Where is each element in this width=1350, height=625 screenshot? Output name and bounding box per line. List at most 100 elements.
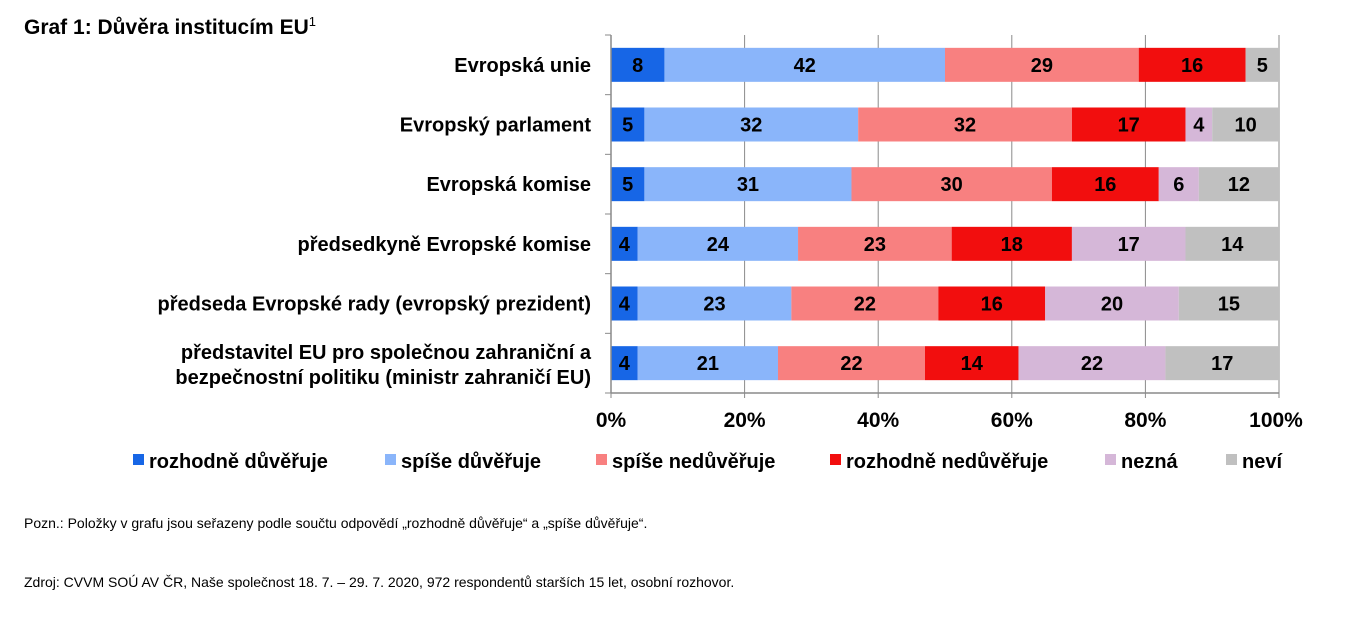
x-tick-label: 60%: [991, 409, 1033, 432]
data-label: 8: [632, 55, 643, 77]
data-label: 24: [707, 234, 730, 256]
data-label: 17: [1118, 115, 1140, 137]
bar-segment: [1178, 286, 1279, 321]
category-label: předseda Evropské rady (evropský prezide…: [158, 294, 592, 316]
legend-swatch: [1105, 454, 1116, 465]
bar-segment: [611, 286, 638, 321]
bar-segment: [951, 226, 1072, 261]
data-label: 4: [619, 234, 631, 256]
data-label: 18: [1001, 234, 1023, 256]
bar-segment: [611, 346, 638, 381]
bar-segment: [1158, 167, 1199, 202]
bar-segment: [611, 226, 638, 261]
bar-segment: [644, 167, 852, 202]
bar-segment: [945, 47, 1139, 82]
data-label: 12: [1228, 174, 1250, 196]
data-label: 14: [961, 353, 984, 375]
data-label: 5: [622, 174, 633, 196]
legend-label: rozhodně nedůvěřuje: [846, 451, 1048, 473]
x-tick-label: 20%: [724, 409, 766, 432]
data-label: 4: [619, 294, 631, 316]
legend-swatch: [133, 454, 144, 465]
bar-segment: [1245, 47, 1279, 82]
data-label: 22: [840, 353, 862, 375]
legend-label: rozhodně důvěřuje: [149, 451, 328, 473]
bar-segment: [1198, 167, 1279, 202]
chart-title-text: Graf 1: Důvěra institucím EU: [24, 16, 309, 39]
bar-segment: [791, 286, 939, 321]
category-label: Evropský parlament: [400, 115, 592, 137]
legend-label: spíše nedůvěřuje: [612, 451, 775, 473]
bar-segment: [1185, 107, 1213, 142]
legend-swatch: [1226, 454, 1237, 465]
chart-title: Graf 1: Důvěra institucím EU1: [24, 14, 316, 40]
data-label: 15: [1218, 294, 1240, 316]
legend-label: neví: [1242, 451, 1283, 473]
chart-title-footnote: 1: [308, 14, 316, 29]
bar-segment: [851, 167, 1052, 202]
chart-source: Zdroj: CVVM SOÚ AV ČR, Naše společnost 1…: [24, 574, 735, 590]
bar-segment: [664, 47, 945, 82]
bar-segment: [637, 286, 792, 321]
stacked-bar-chart: 8 42 29 16 5 Evropská unie 5 32 32 17 4 10 Evropský …: [133, 34, 1303, 473]
x-tick-label: 0%: [596, 409, 627, 432]
bar-segment: [1185, 226, 1279, 261]
data-label: 5: [622, 115, 633, 137]
bar-segment: [1212, 107, 1279, 142]
data-label: 17: [1211, 353, 1233, 375]
category-label: předsedkyně Evropské komise: [298, 234, 591, 256]
bar-segment: [1071, 107, 1186, 142]
data-label: 31: [737, 174, 759, 196]
legend-label: nezná: [1121, 451, 1179, 473]
bar-segment: [798, 226, 952, 261]
bar-segment: [938, 286, 1046, 321]
bar-segment: [1018, 346, 1166, 381]
bar-segment: [637, 346, 778, 381]
data-label: 32: [954, 115, 976, 137]
data-label: 6: [1173, 174, 1184, 196]
data-label: 29: [1031, 55, 1053, 77]
data-label: 4: [1193, 115, 1205, 137]
x-tick-label: 40%: [857, 409, 899, 432]
data-label: 14: [1221, 234, 1244, 256]
data-label: 22: [854, 294, 876, 316]
data-label: 30: [941, 174, 963, 196]
legend-swatch: [830, 454, 841, 465]
bar-segment: [611, 107, 645, 142]
bar-segment: [1165, 346, 1279, 381]
category-label: bezpečnostní politiku (ministr zahraničí…: [175, 367, 591, 389]
bar-segment: [644, 107, 859, 142]
chart-note: Pozn.: Položky v grafu jsou seřazeny pod…: [24, 515, 648, 531]
bar-segment: [1045, 286, 1179, 321]
x-tick-label: 80%: [1124, 409, 1166, 432]
category-label: Evropská unie: [454, 55, 591, 77]
data-label: 5: [1257, 55, 1268, 77]
data-label: 16: [1181, 55, 1203, 77]
data-label: 16: [1094, 174, 1116, 196]
bar-segment: [637, 226, 799, 261]
data-label: 23: [864, 234, 886, 256]
legend-swatch: [385, 454, 396, 465]
legend-label: spíše důvěřuje: [401, 451, 541, 473]
bar-segment: [858, 107, 1072, 142]
bar-segment: [924, 346, 1019, 381]
bar-segment: [611, 47, 665, 82]
bar-segment: [1071, 226, 1186, 261]
data-label: 23: [703, 294, 725, 316]
bar-segment: [1138, 47, 1246, 82]
category-label: Evropská komise: [426, 174, 591, 196]
data-label: 21: [697, 353, 719, 375]
data-label: 42: [794, 55, 816, 77]
data-label: 20: [1101, 294, 1123, 316]
data-label: 10: [1234, 115, 1256, 137]
bar-segment: [1051, 167, 1159, 202]
x-tick-label: 100%: [1249, 409, 1303, 432]
bar-segment: [611, 167, 645, 202]
category-label: představitel EU pro společnou zahraniční…: [181, 342, 592, 364]
data-label: 17: [1118, 234, 1140, 256]
data-label: 22: [1081, 353, 1103, 375]
legend-swatch: [596, 454, 607, 465]
bar-segment: [778, 346, 925, 381]
data-label: 32: [740, 115, 762, 137]
data-label: 4: [619, 353, 631, 375]
